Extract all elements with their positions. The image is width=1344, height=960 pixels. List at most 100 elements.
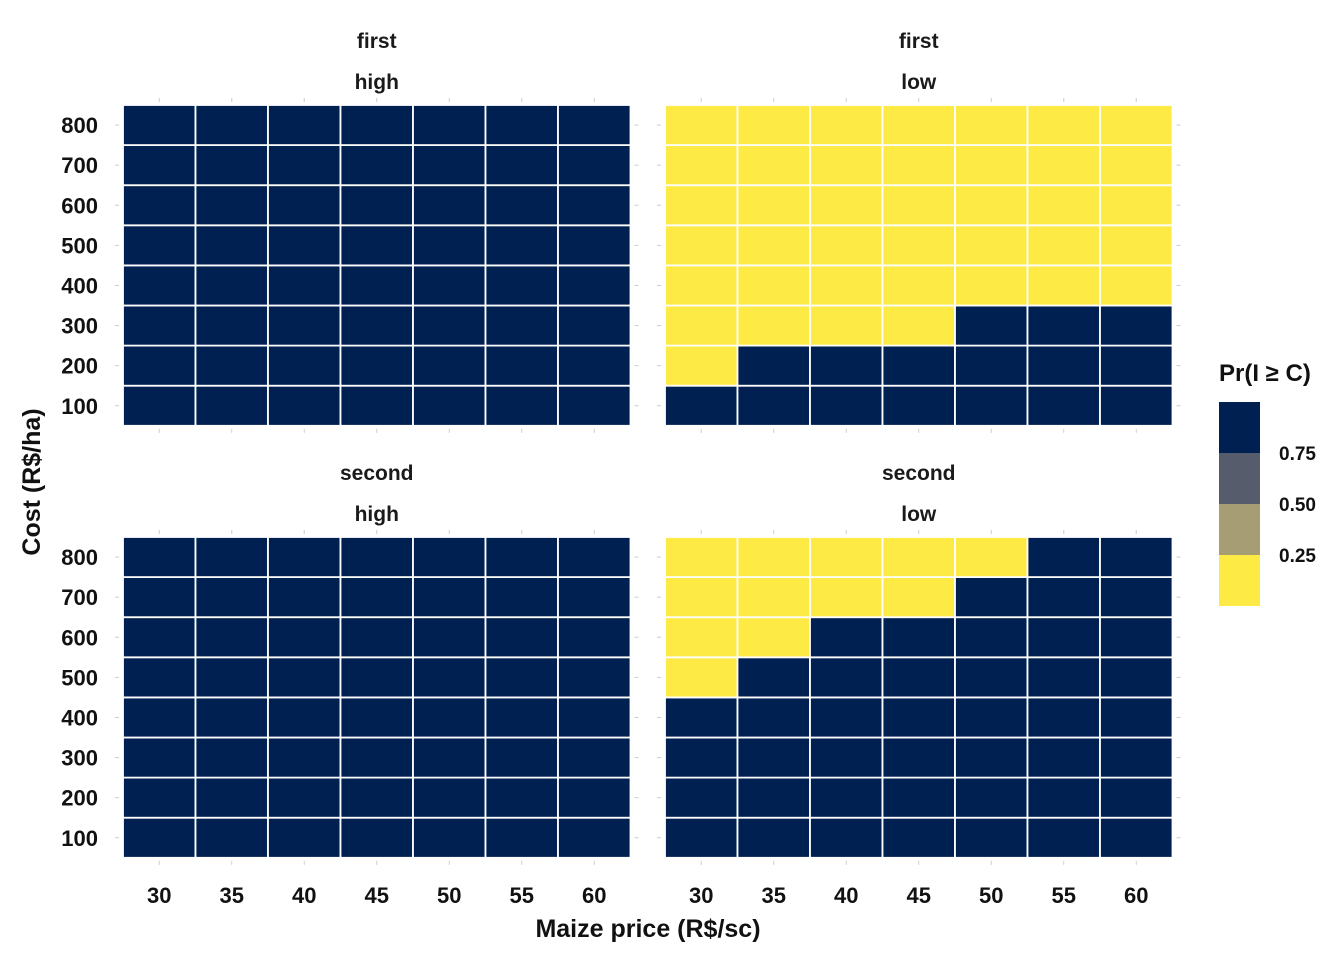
x-tick-label: 35 xyxy=(220,883,244,908)
legend-label: 0.25 xyxy=(1279,546,1316,567)
heatmap-cell xyxy=(557,656,632,699)
heatmap-cell xyxy=(557,264,632,307)
heatmap-cell xyxy=(484,736,559,779)
heatmap-cell xyxy=(881,224,956,267)
heatmap-cell xyxy=(809,576,884,619)
heatmap-cell xyxy=(484,616,559,659)
heatmap-cell xyxy=(1026,536,1101,578)
heatmap-cell xyxy=(736,816,811,859)
y-tick-label: 200 xyxy=(61,354,98,379)
heatmap-cell xyxy=(1099,736,1174,779)
heatmap-cell xyxy=(194,736,269,779)
heatmap-cell xyxy=(1026,696,1101,739)
heatmap-cell xyxy=(664,144,739,187)
heatmap-cell xyxy=(484,104,559,146)
heatmap-cell xyxy=(881,536,956,578)
heatmap-cell xyxy=(412,576,487,619)
legend-key xyxy=(1219,555,1260,606)
heatmap-cell xyxy=(339,816,414,859)
x-tick-label: 45 xyxy=(365,883,389,908)
y-tick-label: 300 xyxy=(61,314,98,339)
facet-panel-second-low: second low 30 35 40 45 50 55 60 xyxy=(657,462,1181,908)
heatmap-cell xyxy=(736,224,811,267)
heatmap-cell xyxy=(412,144,487,187)
y-tick-label: 400 xyxy=(61,705,98,730)
heatmap-cell xyxy=(122,264,197,307)
heatmap-cell xyxy=(194,184,269,227)
heatmap-cell xyxy=(194,344,269,387)
heatmap-cell xyxy=(1099,384,1174,427)
heatmap-cell xyxy=(122,384,197,427)
heatmap-cell xyxy=(557,104,632,146)
heatmap-cell xyxy=(954,304,1029,347)
heatmap-cell xyxy=(412,776,487,819)
heatmap-cell xyxy=(122,144,197,187)
heatmap-cell xyxy=(122,616,197,659)
heatmap-cell xyxy=(339,736,414,779)
heatmap-cell xyxy=(736,576,811,619)
facet-strip-row-label: second xyxy=(882,462,956,485)
x-tick-label: 50 xyxy=(979,883,1003,908)
legend-keys: 0.75 0.50 0.25 xyxy=(1219,402,1316,606)
heatmap-cell xyxy=(1099,696,1174,739)
heatmap-cell xyxy=(267,536,342,578)
heatmap-cell xyxy=(1099,264,1174,307)
heatmap-cell xyxy=(736,264,811,307)
y-axis-title: Cost (R$/ha) xyxy=(18,408,46,555)
heatmap-cell xyxy=(122,536,197,578)
heatmap-cell xyxy=(954,144,1029,187)
x-tick-label: 40 xyxy=(834,883,858,908)
heatmap-cell xyxy=(267,384,342,427)
heatmap-cell xyxy=(1026,384,1101,427)
heatmap-cell xyxy=(664,736,739,779)
heatmap-cell xyxy=(122,776,197,819)
heatmap-cell xyxy=(954,816,1029,859)
heatmap-cell xyxy=(339,536,414,578)
heatmap-cell xyxy=(122,696,197,739)
heatmap-cell xyxy=(194,144,269,187)
heatmap-cell xyxy=(664,344,739,387)
heatmap-cell xyxy=(1099,576,1174,619)
y-tick-label: 800 xyxy=(61,545,98,570)
heatmap-cell xyxy=(954,616,1029,659)
heatmap-cell xyxy=(484,536,559,578)
heatmap-cell xyxy=(1099,224,1174,267)
heatmap-cell xyxy=(194,656,269,699)
x-axis-title: Maize price (R$/sc) xyxy=(535,915,760,943)
heatmap-cell xyxy=(954,736,1029,779)
heatmap-cell xyxy=(267,144,342,187)
heatmap-cell xyxy=(664,104,739,146)
heatmap-cell xyxy=(809,184,884,227)
heatmap-cell xyxy=(557,776,632,819)
y-tick-label: 500 xyxy=(61,233,98,258)
heatmap-cell xyxy=(664,816,739,859)
heatmap-cell xyxy=(954,576,1029,619)
heatmap-cell xyxy=(881,384,956,427)
heatmap-cell xyxy=(954,264,1029,307)
heatmap-cell xyxy=(557,384,632,427)
heatmap-cell xyxy=(1099,616,1174,659)
heatmap-cell xyxy=(809,104,884,146)
heatmap-cell xyxy=(194,616,269,659)
heatmap-cell xyxy=(484,384,559,427)
heatmap-cell xyxy=(267,184,342,227)
heatmap-cell xyxy=(557,696,632,739)
heatmap-cell xyxy=(1026,184,1101,227)
heatmap-cell xyxy=(881,776,956,819)
heatmap-cell xyxy=(339,384,414,427)
heatmap-cell xyxy=(809,384,884,427)
heatmap-cell xyxy=(1026,264,1101,307)
x-tick-label: 35 xyxy=(762,883,786,908)
heatmap-cell xyxy=(881,184,956,227)
heatmap-cell xyxy=(557,224,632,267)
x-tick-label: 40 xyxy=(292,883,316,908)
heatmap-cell xyxy=(954,184,1029,227)
heatmap-cell xyxy=(122,344,197,387)
heatmap-cell xyxy=(1099,184,1174,227)
heatmap-cell xyxy=(1099,304,1174,347)
heatmap-cell xyxy=(1099,536,1174,578)
heatmap-cell xyxy=(484,576,559,619)
facet-panel-first-low: first low xyxy=(657,30,1181,433)
x-tick-label: 55 xyxy=(1052,883,1076,908)
heatmap-cell xyxy=(1099,144,1174,187)
